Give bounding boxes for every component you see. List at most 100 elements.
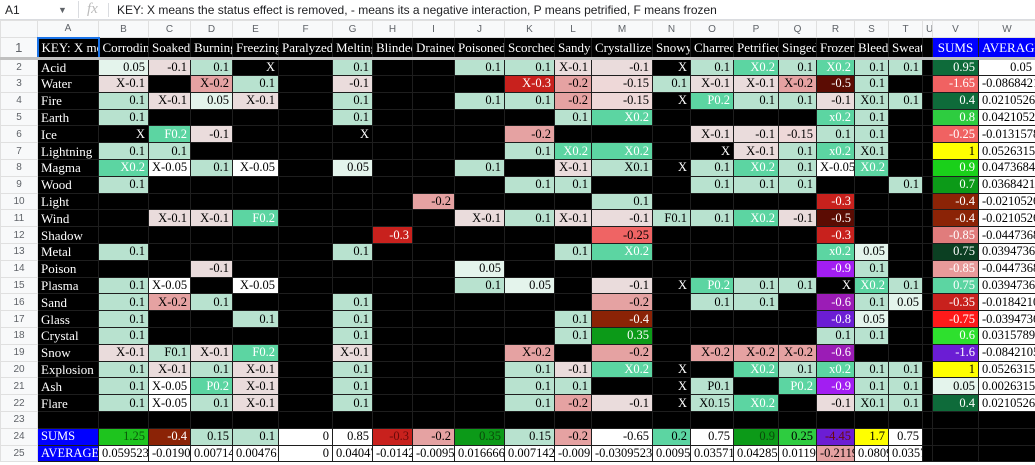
interaction-cell[interactable]: 0.1 xyxy=(778,175,817,194)
column-average-cell[interactable]: 0.04047 xyxy=(332,444,373,463)
interaction-cell[interactable] xyxy=(554,293,592,312)
empty-cell[interactable] xyxy=(922,427,933,446)
row-number[interactable]: 4 xyxy=(0,91,38,110)
interaction-cell[interactable]: -0.1 xyxy=(148,58,191,76)
interaction-cell[interactable] xyxy=(278,293,333,312)
effect-header[interactable]: Petrified xyxy=(733,37,779,60)
row-number[interactable]: 1 xyxy=(0,37,38,60)
column-header-c[interactable]: C xyxy=(148,20,191,38)
interaction-cell[interactable]: P0.1 xyxy=(690,377,734,396)
empty-cell[interactable] xyxy=(733,410,779,429)
interaction-cell[interactable] xyxy=(504,242,555,261)
element-label[interactable]: Explosion xyxy=(37,360,99,379)
interaction-cell[interactable] xyxy=(454,192,505,211)
interaction-cell[interactable]: X-0.1 xyxy=(232,360,279,379)
interaction-cell[interactable]: P0.2 xyxy=(778,377,817,396)
interaction-cell[interactable]: X0.2 xyxy=(733,58,779,76)
interaction-cell[interactable] xyxy=(733,226,779,244)
interaction-cell[interactable]: 0.1 xyxy=(733,293,779,312)
interaction-cell[interactable]: 0.1 xyxy=(98,360,149,379)
column-sum-cell[interactable]: 0 xyxy=(278,427,333,446)
interaction-cell[interactable] xyxy=(778,310,817,328)
interaction-cell[interactable] xyxy=(690,310,734,328)
interaction-cell[interactable] xyxy=(690,226,734,244)
interaction-cell[interactable] xyxy=(888,209,923,228)
interaction-cell[interactable]: X-0.1 xyxy=(454,209,505,228)
interaction-cell[interactable]: 0.1 xyxy=(332,108,373,127)
interaction-cell[interactable] xyxy=(190,326,233,345)
column-average-cell[interactable]: 0.0595238 xyxy=(98,444,149,463)
interaction-cell[interactable]: 0.1 xyxy=(190,293,233,312)
interaction-cell[interactable] xyxy=(148,310,191,328)
interaction-cell[interactable] xyxy=(888,242,923,261)
column-sum-cell[interactable]: -4.45 xyxy=(816,427,855,446)
interaction-cell[interactable]: 0.1 xyxy=(690,293,734,312)
interaction-cell[interactable]: X-0.05 xyxy=(232,158,279,177)
interaction-cell[interactable]: X-0.1 xyxy=(232,394,279,412)
interaction-cell[interactable] xyxy=(332,209,373,228)
interaction-cell[interactable]: 0.1 xyxy=(854,293,889,312)
column-average-cell[interactable]: 0.0166666 xyxy=(454,444,505,463)
row-average-cell[interactable]: 0.03947368 xyxy=(978,242,1035,261)
column-average-cell[interactable]: 0.0809 xyxy=(854,444,889,463)
interaction-cell[interactable]: 0.1 xyxy=(504,91,555,110)
column-average-cell[interactable]: -0.0095 xyxy=(554,444,592,463)
interaction-cell[interactable] xyxy=(888,226,923,244)
effect-header[interactable]: Sandy xyxy=(554,37,592,60)
interaction-cell[interactable] xyxy=(412,242,455,261)
column-header-a[interactable]: A xyxy=(37,20,99,38)
interaction-cell[interactable] xyxy=(454,242,505,261)
effect-header[interactable]: Frozen xyxy=(816,37,855,60)
interaction-cell[interactable]: 0.05 xyxy=(504,276,555,295)
interaction-cell[interactable]: X xyxy=(816,276,855,295)
row-sum-cell[interactable]: -0.35 xyxy=(932,293,979,312)
interaction-cell[interactable] xyxy=(733,259,779,278)
interaction-cell[interactable] xyxy=(778,242,817,261)
interaction-cell[interactable]: P0.2 xyxy=(190,377,233,396)
interaction-cell[interactable]: -0.1 xyxy=(591,394,653,412)
interaction-cell[interactable] xyxy=(190,276,233,295)
interaction-cell[interactable]: X-0.1 xyxy=(190,209,233,228)
interaction-cell[interactable] xyxy=(504,158,555,177)
row-number[interactable]: 10 xyxy=(0,192,38,211)
interaction-cell[interactable] xyxy=(278,125,333,144)
interaction-cell[interactable]: X-0.05 xyxy=(148,158,191,177)
interaction-cell[interactable] xyxy=(733,377,779,396)
element-label[interactable]: Poison xyxy=(37,259,99,278)
interaction-cell[interactable]: 0.1 xyxy=(98,175,149,194)
row-sum-cell[interactable]: -0.4 xyxy=(932,192,979,211)
interaction-cell[interactable]: 0.1 xyxy=(690,209,734,228)
select-all-corner[interactable] xyxy=(0,20,38,38)
interaction-cell[interactable] xyxy=(412,226,455,244)
row-sum-cell[interactable]: 0.4 xyxy=(932,91,979,110)
element-label[interactable]: Snow xyxy=(37,343,99,362)
interaction-cell[interactable]: X-0.2 xyxy=(778,343,817,362)
interaction-cell[interactable]: P0.2 xyxy=(690,276,734,295)
column-sum-cell[interactable]: -0.2 xyxy=(554,427,592,446)
empty-cell[interactable] xyxy=(978,410,1035,429)
interaction-cell[interactable] xyxy=(690,326,734,345)
column-header-q[interactable]: Q xyxy=(778,20,817,38)
interaction-cell[interactable] xyxy=(190,142,233,160)
interaction-cell[interactable]: X0.2 xyxy=(733,158,779,177)
column-average-cell[interactable]: 0.007142 xyxy=(190,444,233,463)
interaction-cell[interactable] xyxy=(278,58,333,76)
interaction-cell[interactable] xyxy=(232,293,279,312)
interaction-cell[interactable]: X-0.1 xyxy=(98,343,149,362)
interaction-cell[interactable]: 0.05 xyxy=(454,259,505,278)
interaction-cell[interactable]: 0.1 xyxy=(888,276,923,295)
interaction-cell[interactable]: 0.05 xyxy=(854,242,889,261)
interaction-cell[interactable]: 0.1 xyxy=(190,360,233,379)
column-header-r[interactable]: R xyxy=(816,20,855,38)
element-label[interactable]: Sand xyxy=(37,293,99,312)
effect-header[interactable]: Scorched xyxy=(504,37,555,60)
row-number[interactable]: 19 xyxy=(0,343,38,362)
empty-cell[interactable] xyxy=(37,410,99,429)
row-number[interactable]: 24 xyxy=(0,427,38,446)
interaction-cell[interactable] xyxy=(412,75,455,93)
interaction-cell[interactable]: X-0.1 xyxy=(733,75,779,93)
empty-cell[interactable] xyxy=(454,410,505,429)
row-sum-cell[interactable]: 0.9 xyxy=(932,158,979,177)
row-sum-cell[interactable]: -1.65 xyxy=(932,75,979,93)
interaction-cell[interactable] xyxy=(278,209,333,228)
